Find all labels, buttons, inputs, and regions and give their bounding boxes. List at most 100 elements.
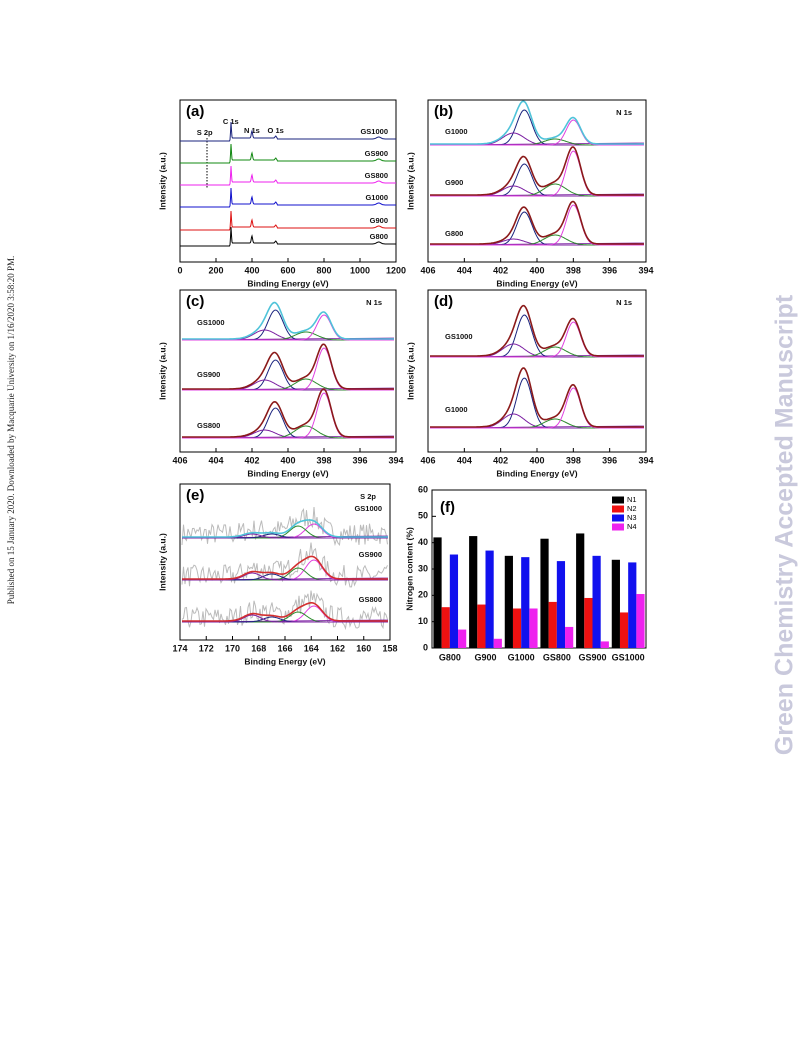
y-tick-label: 50 bbox=[418, 511, 428, 521]
fit-component bbox=[430, 150, 644, 197]
bar bbox=[458, 629, 467, 648]
trace-label: GS800 bbox=[197, 421, 220, 430]
x-tick-label: 402 bbox=[493, 265, 508, 275]
x-tick-label: 404 bbox=[208, 455, 223, 465]
fit-component bbox=[182, 347, 394, 391]
x-tick-label: 400 bbox=[280, 455, 295, 465]
legend-label: N3 bbox=[627, 513, 637, 522]
fit-component bbox=[182, 533, 388, 539]
bar bbox=[611, 559, 620, 648]
y-tick-label: 60 bbox=[418, 484, 428, 494]
x-tick-label: 404 bbox=[457, 265, 472, 275]
x-tick-label: 402 bbox=[493, 455, 508, 465]
bar bbox=[504, 555, 513, 648]
trace-label: GS1000 bbox=[354, 504, 382, 513]
bar bbox=[619, 612, 629, 648]
y-axis-label: Nitrogen content (%) bbox=[404, 527, 414, 611]
fit-component bbox=[430, 377, 644, 429]
spectrum bbox=[180, 165, 396, 186]
trace-label: GS900 bbox=[365, 149, 388, 158]
x-tick-label: GS1000 bbox=[612, 652, 645, 662]
y-axis-label: Intensity (a.u.) bbox=[157, 342, 167, 400]
x-tick-label: 398 bbox=[566, 455, 581, 465]
panel-label: (f) bbox=[440, 499, 455, 516]
legend-label: N4 bbox=[627, 522, 637, 531]
spectrum bbox=[180, 226, 396, 247]
spectrum bbox=[180, 143, 396, 164]
x-tick-label: 1000 bbox=[350, 265, 370, 275]
spectrum bbox=[180, 187, 396, 208]
panel: (d) N 1s 406 404 402 400 398 396 394 Binding Ener… bbox=[405, 289, 654, 478]
x-tick-label: 394 bbox=[638, 265, 653, 275]
bar bbox=[512, 608, 522, 648]
x-tick-label: 402 bbox=[244, 455, 259, 465]
bar bbox=[584, 597, 593, 648]
x-tick-label: 400 bbox=[529, 455, 544, 465]
x-tick-label: 398 bbox=[316, 455, 331, 465]
trace-label: G1000 bbox=[445, 127, 468, 136]
y-axis-label: Intensity (a.u.) bbox=[405, 152, 415, 210]
x-tick-label: 406 bbox=[420, 455, 435, 465]
trace-label: GS900 bbox=[359, 550, 382, 559]
trace-label: GS800 bbox=[359, 595, 382, 604]
panel: (c) N 1s 406 404 402 400 398 396 394 Binding Ener… bbox=[157, 289, 404, 478]
peak-label: S 2p bbox=[197, 128, 213, 137]
x-axis-label: Binding Energy (eV) bbox=[247, 278, 328, 288]
panel-title: S 2p bbox=[360, 492, 376, 501]
panel-label: (a) bbox=[186, 103, 204, 120]
peak-label: C 1s bbox=[223, 117, 239, 126]
bar bbox=[433, 537, 442, 648]
x-axis-label: Binding Energy (eV) bbox=[244, 656, 325, 666]
trace-label: GS1000 bbox=[445, 332, 473, 341]
panel: (a) 0 200 400 600 800 1000 1200 Binding Energy (… bbox=[157, 99, 406, 288]
x-tick-label: 170 bbox=[225, 643, 240, 653]
bar-panel: 0 10 20 30 40 50 60 Nitrogen content (%) (f) G800… bbox=[404, 484, 647, 662]
x-axis-label: Binding Energy (eV) bbox=[496, 468, 577, 478]
x-tick-label: 396 bbox=[602, 455, 617, 465]
trace-label: GS1000 bbox=[197, 318, 225, 327]
bar bbox=[548, 601, 557, 648]
trace-label: G900 bbox=[445, 178, 463, 187]
x-tick-label: 398 bbox=[566, 265, 581, 275]
fit-component bbox=[430, 204, 644, 246]
legend-swatch bbox=[612, 505, 624, 513]
x-tick-label: 0 bbox=[177, 265, 182, 275]
x-axis-label: Binding Energy (eV) bbox=[496, 278, 577, 288]
bar bbox=[485, 550, 494, 648]
x-tick-label: G900 bbox=[474, 652, 496, 662]
envelope bbox=[430, 200, 644, 245]
y-tick-label: 30 bbox=[418, 563, 428, 573]
raw-data bbox=[181, 507, 388, 547]
y-axis-label: Intensity (a.u.) bbox=[157, 533, 167, 591]
bar bbox=[521, 557, 530, 648]
x-tick-label: G800 bbox=[439, 652, 461, 662]
envelope bbox=[430, 146, 644, 196]
legend-swatch bbox=[612, 523, 624, 531]
x-tick-label: GS800 bbox=[543, 652, 571, 662]
x-tick-label: 172 bbox=[199, 643, 214, 653]
trace-label: G900 bbox=[370, 216, 388, 225]
panel-title: N 1s bbox=[616, 108, 632, 117]
x-tick-label: 396 bbox=[352, 455, 367, 465]
bar bbox=[469, 536, 478, 648]
bar bbox=[628, 562, 637, 648]
bar bbox=[529, 608, 538, 648]
plot-frame bbox=[179, 99, 397, 263]
raw-data bbox=[181, 590, 388, 631]
trace-label: G800 bbox=[445, 229, 463, 238]
y-tick-label: 0 bbox=[423, 642, 428, 652]
fit-component bbox=[182, 392, 394, 439]
bar bbox=[556, 561, 566, 648]
x-tick-label: 600 bbox=[280, 265, 295, 275]
bar bbox=[636, 594, 645, 648]
x-tick-label: 158 bbox=[382, 643, 397, 653]
x-tick-label: GS900 bbox=[578, 652, 606, 662]
legend-swatch bbox=[612, 514, 624, 522]
bar bbox=[493, 638, 502, 648]
trace-label: G1000 bbox=[445, 405, 468, 414]
y-tick-label: 40 bbox=[418, 537, 428, 547]
bar bbox=[441, 607, 450, 648]
legend-swatch bbox=[612, 496, 624, 504]
envelope bbox=[182, 388, 394, 438]
